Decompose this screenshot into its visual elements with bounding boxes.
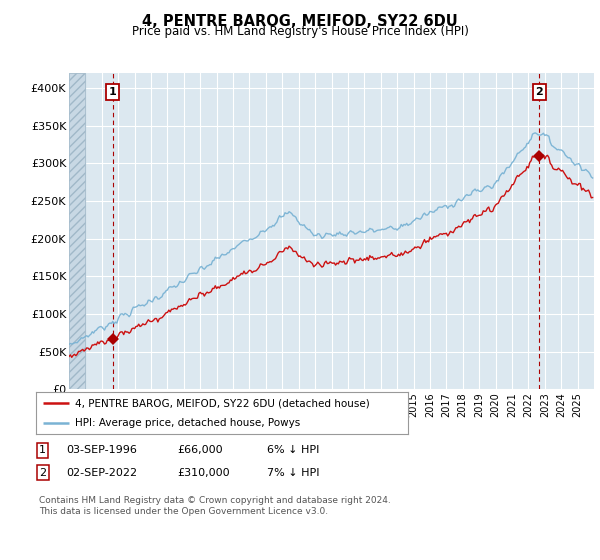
- Text: £310,000: £310,000: [177, 468, 230, 478]
- Text: Price paid vs. HM Land Registry's House Price Index (HPI): Price paid vs. HM Land Registry's House …: [131, 25, 469, 38]
- Text: 1: 1: [39, 445, 46, 455]
- Text: 6% ↓ HPI: 6% ↓ HPI: [267, 445, 319, 455]
- Text: 03-SEP-1996: 03-SEP-1996: [66, 445, 137, 455]
- Text: Contains HM Land Registry data © Crown copyright and database right 2024.
This d: Contains HM Land Registry data © Crown c…: [39, 496, 391, 516]
- Bar: [69, 73, 85, 389]
- Text: 4, PENTRE BAROG, MEIFOD, SY22 6DU: 4, PENTRE BAROG, MEIFOD, SY22 6DU: [142, 14, 458, 29]
- Text: £66,000: £66,000: [177, 445, 223, 455]
- Text: 1: 1: [109, 87, 116, 97]
- Text: 2: 2: [535, 87, 543, 97]
- Text: 2: 2: [39, 468, 46, 478]
- Text: HPI: Average price, detached house, Powys: HPI: Average price, detached house, Powy…: [75, 418, 301, 428]
- Text: 7% ↓ HPI: 7% ↓ HPI: [267, 468, 320, 478]
- Bar: [69, 73, 85, 389]
- Text: 4, PENTRE BAROG, MEIFOD, SY22 6DU (detached house): 4, PENTRE BAROG, MEIFOD, SY22 6DU (detac…: [75, 398, 370, 408]
- Text: 02-SEP-2022: 02-SEP-2022: [66, 468, 137, 478]
